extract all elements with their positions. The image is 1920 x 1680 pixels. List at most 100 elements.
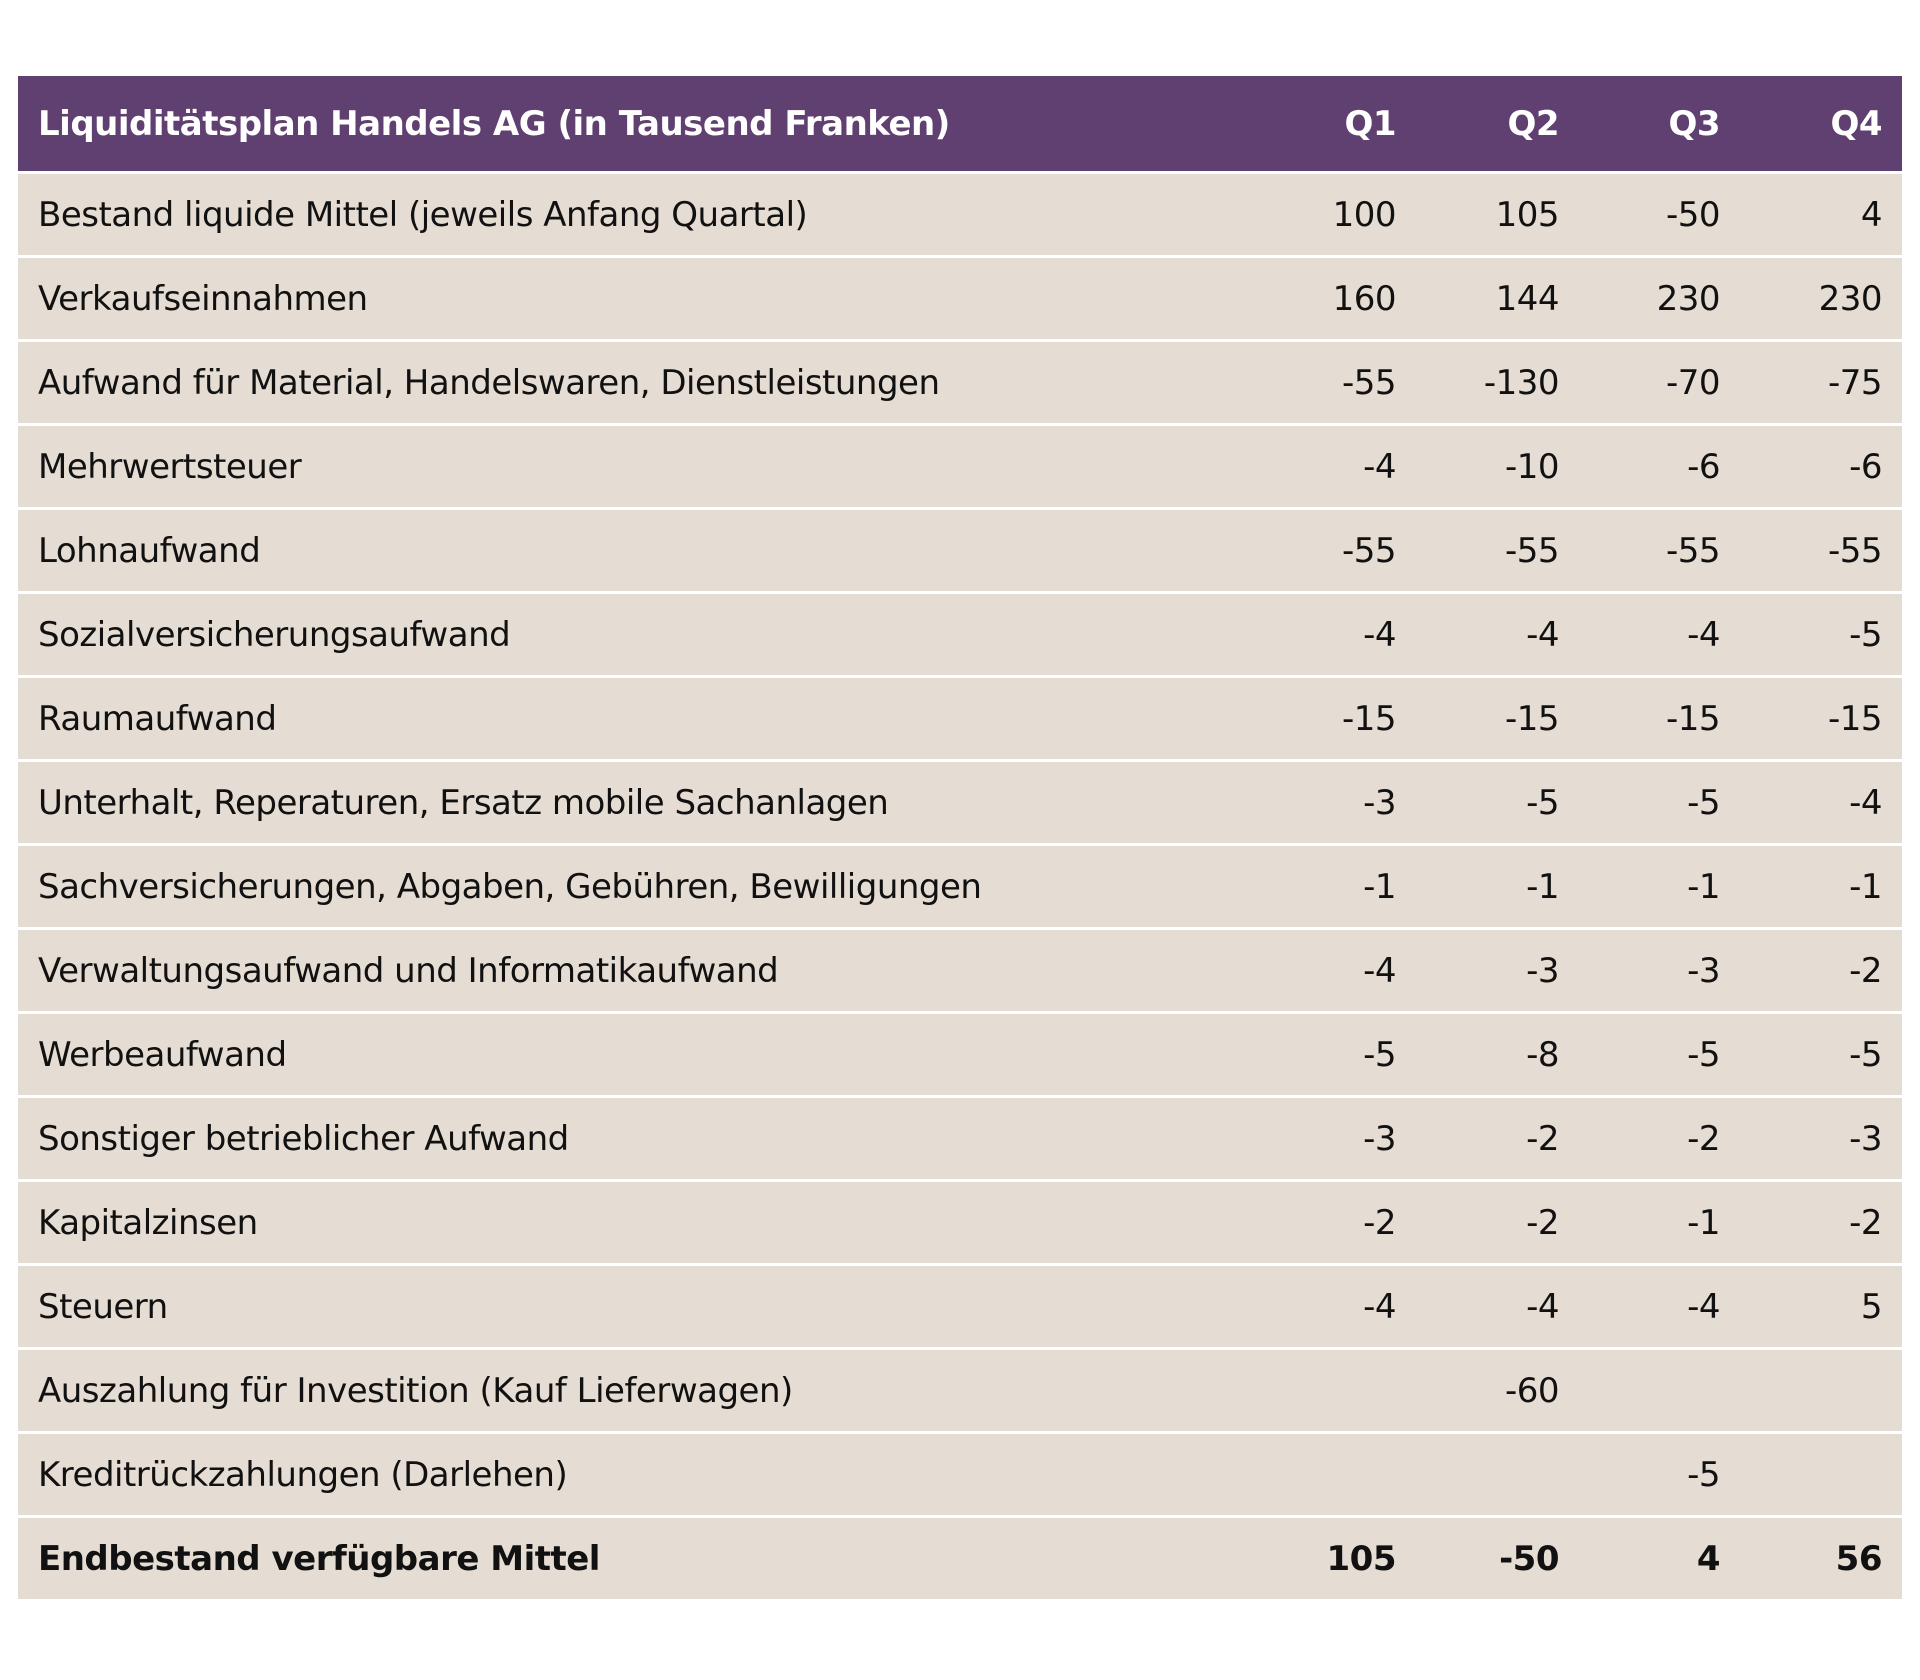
row-value-q4: -5 [1849,614,1882,655]
row-value-q2: -3 [1526,950,1559,991]
row-value-q3: -1 [1687,866,1720,907]
row-value-q3: -5 [1687,1454,1720,1495]
row-label: Kreditrückzahlungen (Darlehen) [38,1454,568,1495]
row-value-q1: 160 [1332,278,1397,319]
total-label: Endbestand verfügbare Mittel [38,1538,600,1579]
column-header-q3: Q3 [1668,103,1720,144]
row-value-q4: -6 [1849,446,1882,487]
table-row: Sozialversicherungsaufwand -4 -4 -4 -5 [18,594,1902,675]
table-row: Mehrwertsteuer -4 -10 -6 -6 [18,426,1902,507]
row-value-q1: -2 [1363,1202,1396,1243]
row-label: Mehrwertsteuer [38,446,302,487]
row-value-q4: 4 [1860,194,1883,235]
table-row: Raumaufwand -15 -15 -15 -15 [18,678,1902,759]
row-value-q4: -1 [1849,866,1882,907]
row-value-q4: -55 [1827,530,1883,571]
row-value-q3: 230 [1656,278,1721,319]
row-label: Verwaltungsaufwand und Informatikaufwand [38,950,779,991]
row-label: Unterhalt, Reperaturen, Ersatz mobile Sa… [38,782,889,823]
table-title: Liquiditätsplan Handels AG (in Tausend F… [38,103,950,144]
column-header-q2: Q2 [1507,103,1559,144]
row-label: Verkaufseinnahmen [38,278,368,319]
row-label: Sozialversicherungsaufwand [38,614,511,655]
row-value-q3: -50 [1665,194,1721,235]
row-value-q2: -60 [1504,1370,1560,1411]
row-value-q3: -6 [1687,446,1720,487]
table-row: Lohnaufwand -55 -55 -55 -55 [18,510,1902,591]
row-value-q2: -10 [1504,446,1560,487]
row-value-q1 [1236,1434,1396,1515]
row-value-q4: -3 [1849,1118,1882,1159]
row-value-q2: -130 [1483,362,1560,403]
table-row: Sachversicherungen, Abgaben, Gebühren, B… [18,846,1902,927]
row-value-q4 [1722,1434,1882,1515]
total-q1: 105 [1326,1538,1397,1579]
row-value-q3: -1 [1687,1202,1720,1243]
row-value-q1: -15 [1341,698,1397,739]
table-row: Auszahlung für Investition (Kauf Lieferw… [18,1350,1902,1431]
row-value-q2: -5 [1526,782,1559,823]
column-header-q1: Q1 [1344,103,1396,144]
total-q2: -50 [1499,1538,1559,1579]
row-value-q1: 100 [1332,194,1397,235]
row-value-q2 [1399,1434,1559,1515]
row-value-q4: -5 [1849,1034,1882,1075]
row-label: Werbeaufwand [38,1034,287,1075]
row-value-q4 [1722,1350,1882,1431]
liquidity-plan-table: Liquiditätsplan Handels AG (in Tausend F… [18,76,1902,1599]
row-value-q4: -15 [1827,698,1883,739]
column-header-q4: Q4 [1830,103,1882,144]
row-value-q4: -2 [1849,950,1882,991]
table-row: Bestand liquide Mittel (jeweils Anfang Q… [18,174,1902,255]
row-label: Auszahlung für Investition (Kauf Lieferw… [38,1370,793,1411]
row-value-q4: 230 [1818,278,1883,319]
row-label: Kapitalzinsen [38,1202,258,1243]
table-row: Verwaltungsaufwand und Informatikaufwand… [18,930,1902,1011]
row-value-q2: -8 [1526,1034,1559,1075]
table-header: Liquiditätsplan Handels AG (in Tausend F… [18,76,1902,171]
row-value-q1: -55 [1341,530,1397,571]
row-value-q3: -55 [1665,530,1721,571]
row-value-q3: -5 [1687,782,1720,823]
row-label: Aufwand für Material, Handelswaren, Dien… [38,362,940,403]
total-row: Endbestand verfügbare Mittel 105 -50 4 5… [18,1518,1902,1599]
row-label: Sachversicherungen, Abgaben, Gebühren, B… [38,866,982,907]
row-value-q2: -55 [1504,530,1560,571]
table-row: Kreditrückzahlungen (Darlehen) -5 [18,1434,1902,1515]
row-value-q2: 105 [1495,194,1560,235]
row-value-q4: -75 [1827,362,1883,403]
row-value-q3: -4 [1687,1286,1720,1327]
row-value-q1: -3 [1363,1118,1396,1159]
row-value-q1: -55 [1341,362,1397,403]
row-label: Lohnaufwand [38,530,261,571]
row-value-q3: -3 [1687,950,1720,991]
row-value-q3: -15 [1665,698,1721,739]
row-value-q4: 5 [1860,1286,1883,1327]
row-value-q2: -15 [1504,698,1560,739]
row-value-q2: -1 [1526,866,1559,907]
row-label: Raumaufwand [38,698,277,739]
row-value-q4: -2 [1849,1202,1882,1243]
row-value-q1: -1 [1363,866,1396,907]
row-value-q2: -2 [1526,1118,1559,1159]
row-label: Steuern [38,1286,168,1327]
table-row: Werbeaufwand -5 -8 -5 -5 [18,1014,1902,1095]
total-q4: 56 [1835,1538,1883,1579]
table-row: Unterhalt, Reperaturen, Ersatz mobile Sa… [18,762,1902,843]
row-value-q1: -5 [1363,1034,1396,1075]
row-value-q1 [1236,1350,1396,1431]
row-value-q3: -5 [1687,1034,1720,1075]
row-value-q2: -4 [1526,614,1559,655]
table-row: Sonstiger betrieblicher Aufwand -3 -2 -2 -3 [18,1098,1902,1179]
table-row: Aufwand für Material, Handelswaren, Dien… [18,342,1902,423]
row-value-q2: -4 [1526,1286,1559,1327]
table-row: Steuern -4 -4 -4 5 [18,1266,1902,1347]
total-q3: 4 [1696,1538,1721,1579]
row-value-q2: 144 [1495,278,1560,319]
row-value-q1: -4 [1363,614,1396,655]
row-value-q3: -4 [1687,614,1720,655]
row-label: Sonstiger betrieblicher Aufwand [38,1118,569,1159]
row-value-q3 [1560,1350,1720,1431]
row-value-q1: -4 [1363,1286,1396,1327]
row-value-q2: -2 [1526,1202,1559,1243]
